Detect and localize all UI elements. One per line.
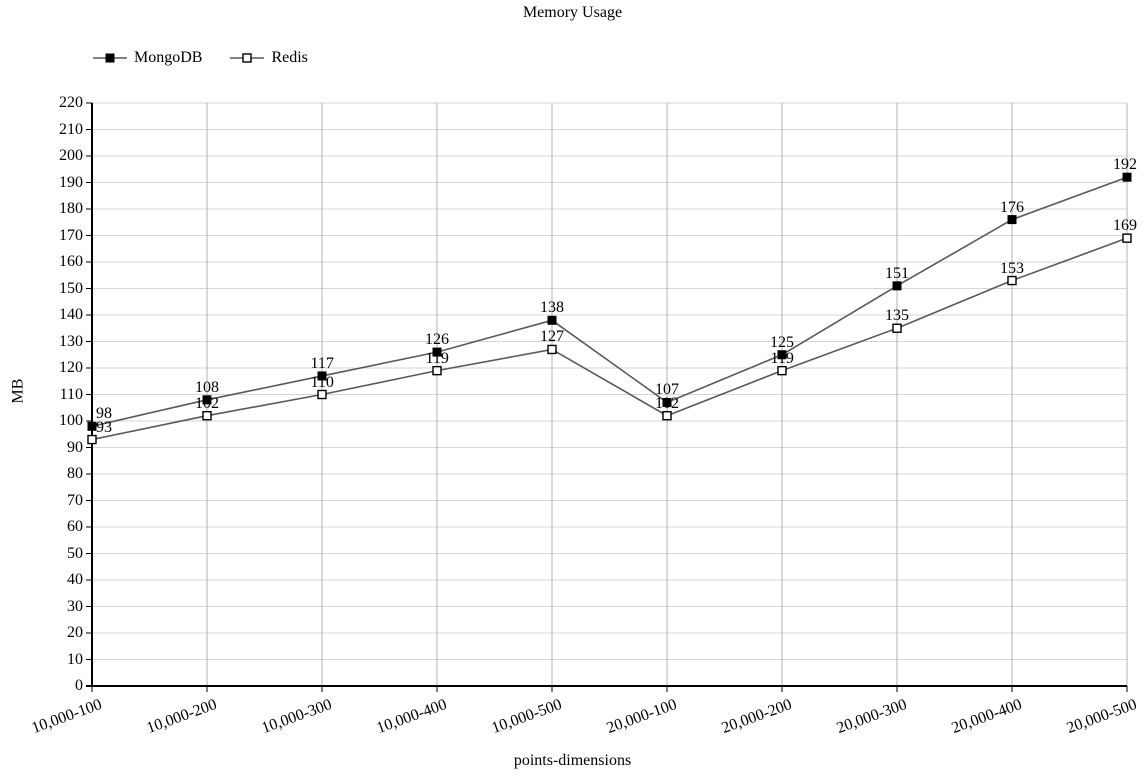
mongodb-marker — [662, 397, 672, 407]
redis-marker — [432, 365, 442, 376]
x-tick-label: 10,000-400 — [374, 696, 450, 738]
data-label: 135 — [885, 307, 909, 325]
y-tick-label: 160 — [59, 253, 83, 270]
data-label: 117 — [310, 354, 334, 372]
mongodb-marker — [202, 395, 212, 405]
x-tick-label: 20,000-500 — [1064, 696, 1140, 738]
data-label: 192 — [1113, 156, 1137, 174]
y-tick-label: 60 — [67, 518, 83, 535]
y-tick-label: 150 — [59, 279, 83, 297]
data-label: 127 — [540, 328, 564, 346]
redis-marker — [1007, 275, 1017, 286]
filled-square-icon — [93, 53, 127, 63]
open-square-icon — [230, 53, 265, 63]
x-tick-label: 20,000-300 — [834, 696, 910, 738]
x-tick-label: 10,000-300 — [259, 696, 335, 738]
data-label: 107 — [655, 381, 679, 399]
data-label: 119 — [425, 349, 449, 367]
legend-item-redis: Redis — [230, 49, 308, 67]
redis-marker — [547, 344, 557, 355]
y-tick-label: 220 — [59, 94, 83, 111]
y-axis-tick-labels: 0 10 20 30 40 50 60 70 80 90 100 110 120 130 140 150 160… — [0, 0, 83, 780]
y-tick-label: 200 — [59, 147, 83, 164]
y-tick-label: 140 — [59, 306, 83, 323]
legend-item-mongodb: MongoDB — [93, 49, 202, 67]
data-label: 126 — [425, 331, 449, 349]
data-label: 108 — [195, 378, 219, 396]
redis-marker — [892, 323, 902, 333]
mongodb-marker — [547, 315, 557, 325]
mongodb-marker — [1122, 172, 1132, 182]
y-tick-label: 130 — [59, 332, 83, 350]
x-axis-title: points-dimensions — [513, 752, 632, 769]
y-tick-label: 110 — [59, 385, 83, 403]
mongodb-marker — [1007, 215, 1017, 225]
legend-label: Redis — [271, 49, 308, 66]
y-tick-label: 40 — [67, 571, 83, 588]
chart-title: Memory Usage — [522, 4, 623, 21]
data-label: 153 — [1000, 259, 1024, 277]
y-tick-label: 90 — [67, 438, 83, 456]
data-label: 138 — [540, 299, 564, 317]
y-tick-label: 70 — [67, 491, 83, 509]
mongodb-marker — [87, 421, 97, 431]
data-label: 110 — [310, 373, 334, 391]
x-tick-label: 10,000-100 — [29, 696, 105, 738]
y-tick-label: 50 — [67, 544, 83, 562]
y-axis-title: MB — [9, 378, 27, 404]
x-tick-label: 20,000-400 — [949, 696, 1025, 738]
data-label: 169 — [1113, 217, 1137, 235]
y-tick-label: 0 — [75, 677, 83, 694]
data-label: 98 — [96, 405, 112, 423]
y-tick-label: 100 — [59, 412, 83, 429]
redis-marker — [202, 411, 212, 421]
y-tick-label: 20 — [67, 624, 83, 641]
y-tick-label: 10 — [67, 650, 83, 668]
chart-legend: MongoDB Redis — [93, 49, 308, 67]
redis-marker — [777, 365, 787, 376]
y-tick-label: 190 — [59, 173, 83, 191]
mongodb-marker — [892, 281, 902, 291]
x-tick-label: 20,000-100 — [604, 696, 680, 738]
mongodb-marker — [432, 347, 442, 357]
data-label: 176 — [1000, 198, 1024, 216]
data-label: 93 — [96, 418, 112, 436]
y-tick-label: 210 — [59, 120, 83, 138]
x-tick-label: 20,000-200 — [719, 696, 795, 738]
y-tick-label: 120 — [59, 359, 83, 376]
data-label: 151 — [885, 264, 909, 282]
mongodb-marker — [777, 350, 787, 360]
legend-label: MongoDB — [134, 49, 203, 66]
redis-marker — [317, 389, 327, 400]
mongodb-marker — [317, 371, 327, 381]
redis-marker — [87, 434, 97, 445]
x-tick-label: 10,000-200 — [144, 696, 220, 738]
y-tick-label: 30 — [67, 597, 83, 615]
x-tick-label: 10,000-500 — [489, 696, 565, 738]
data-label: 125 — [770, 333, 794, 351]
y-tick-label: 80 — [67, 465, 83, 482]
redis-marker — [662, 411, 672, 421]
y-tick-label: 180 — [59, 200, 83, 217]
redis-marker — [1122, 233, 1132, 243]
y-tick-label: 170 — [59, 226, 83, 244]
